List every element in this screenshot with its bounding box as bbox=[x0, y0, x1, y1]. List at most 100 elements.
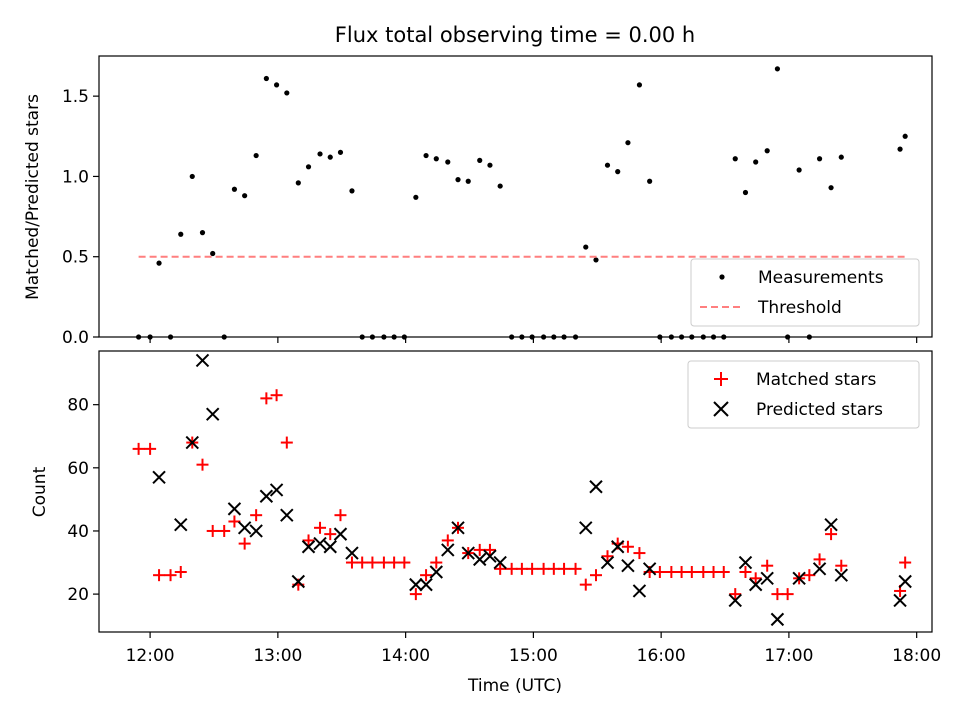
measurement-point bbox=[796, 167, 802, 173]
measurement-point bbox=[317, 151, 323, 157]
matched-stars-point bbox=[825, 528, 838, 541]
y-tick-label: 0.5 bbox=[62, 248, 89, 268]
matched-stars-point bbox=[505, 562, 518, 575]
predicted-stars-point bbox=[451, 521, 465, 535]
predicted-stars-point bbox=[429, 565, 443, 579]
predicted-stars-point bbox=[738, 555, 753, 570]
measurement-point bbox=[902, 133, 908, 139]
measurement-point bbox=[465, 178, 471, 184]
matched-stars-point bbox=[707, 566, 720, 579]
predicted-stars-point bbox=[280, 508, 294, 522]
matched-stars-point bbox=[558, 562, 571, 575]
matched-stars-point bbox=[697, 566, 710, 579]
matched-stars-point bbox=[835, 559, 848, 572]
measurement-point bbox=[413, 194, 419, 200]
predicted-stars-point bbox=[589, 480, 603, 494]
predicted-stars-point bbox=[812, 562, 827, 576]
y-tick-label: 60 bbox=[67, 459, 89, 479]
predicted-stars-point bbox=[632, 584, 647, 598]
matched-stars-point bbox=[238, 537, 251, 550]
matched-stars-point bbox=[302, 534, 315, 547]
predicted-stars-point bbox=[313, 536, 327, 551]
measurement-point bbox=[615, 169, 621, 175]
measurement-point bbox=[337, 149, 344, 155]
matched-stars-point bbox=[218, 524, 231, 537]
predicted-stars-point bbox=[301, 540, 316, 554]
predicted-stars-point bbox=[323, 540, 337, 554]
predicted-stars-point bbox=[185, 435, 199, 450]
matched-stars-point bbox=[494, 562, 507, 575]
x-tick-label: 17:00 bbox=[764, 646, 813, 666]
measurement-point bbox=[753, 159, 759, 165]
count-axes-frame bbox=[98, 350, 933, 633]
predicted-stars-point bbox=[333, 527, 348, 541]
matched-stars-point bbox=[537, 562, 550, 575]
matched-stars-point bbox=[781, 588, 794, 601]
predicted-stars-point bbox=[441, 543, 455, 557]
x-tick-label: 18:00 bbox=[892, 646, 941, 666]
matched-stars-point bbox=[430, 556, 443, 569]
matched-stars-point bbox=[153, 569, 166, 582]
measurement-point bbox=[497, 183, 503, 189]
matched-stars-point bbox=[579, 578, 592, 591]
matched-stars-point bbox=[314, 521, 327, 534]
predicted-stars-point bbox=[824, 517, 838, 532]
matched-stars-point bbox=[280, 436, 293, 449]
y-tick-label: 0.0 bbox=[62, 328, 89, 348]
x-tick-label: 14:00 bbox=[381, 646, 430, 666]
measurement-point bbox=[774, 66, 781, 72]
predicted-stars-point bbox=[792, 571, 806, 586]
predicted-stars-point bbox=[600, 555, 615, 570]
measurement-point bbox=[764, 148, 770, 154]
measurement-point bbox=[242, 193, 248, 199]
predicted-stars-point bbox=[227, 502, 242, 516]
measurement-point bbox=[816, 156, 823, 162]
predicted-stars-point bbox=[834, 568, 848, 582]
measurement-point bbox=[284, 90, 290, 96]
matched-stars-point bbox=[270, 389, 283, 402]
measurement-point bbox=[636, 82, 643, 88]
measurement-point bbox=[742, 189, 749, 196]
measurement-point bbox=[178, 231, 184, 237]
matched-stars-point bbox=[398, 556, 411, 569]
predicted-stars-point bbox=[152, 470, 166, 484]
ratio-panel: 0.0 0.5 1.0 1.5 Matched/Predicted stars Mea… bbox=[23, 55, 933, 348]
ratio-legend-box bbox=[690, 258, 920, 327]
measurement-point bbox=[253, 152, 259, 159]
predicted-stars-point bbox=[195, 353, 210, 368]
y-tick-label: 20 bbox=[67, 585, 89, 605]
matched-stars-point bbox=[685, 566, 698, 579]
predicted-stars-point bbox=[642, 562, 657, 576]
measurement-point bbox=[423, 152, 429, 159]
measurement-point bbox=[295, 180, 301, 186]
measurement-point bbox=[189, 173, 195, 180]
matched-stars-point bbox=[803, 569, 816, 582]
matched-stars-point bbox=[196, 458, 209, 471]
predicted-stars-point bbox=[345, 546, 359, 560]
matched-stars-point bbox=[345, 556, 358, 569]
count-legend-box bbox=[687, 360, 920, 429]
legend-label-predicted: Predicted stars bbox=[756, 400, 883, 420]
matched-stars-point bbox=[144, 442, 157, 455]
x-tick-label: 13:00 bbox=[253, 646, 302, 666]
measurement-point bbox=[305, 164, 312, 170]
count-plot-area bbox=[132, 353, 912, 627]
matched-stars-point bbox=[761, 559, 774, 572]
measurement-point bbox=[838, 154, 844, 160]
predicted-stars-point bbox=[893, 593, 907, 608]
predicted-stars-point bbox=[291, 574, 306, 589]
matched-stars-point bbox=[621, 540, 634, 553]
y-tick-label: 1.0 bbox=[62, 167, 89, 187]
predicted-stars-point bbox=[728, 593, 742, 608]
matched-stars-point bbox=[653, 566, 666, 579]
legend-marker-measurements bbox=[719, 274, 725, 280]
predicted-stars-point bbox=[493, 555, 507, 570]
matched-stars-point bbox=[526, 562, 539, 575]
predicted-stars-point bbox=[419, 577, 433, 592]
x-axis-label: Time (UTC) bbox=[467, 676, 562, 696]
measurement-point bbox=[263, 75, 269, 82]
matched-stars-point bbox=[441, 534, 454, 547]
matched-stars-point bbox=[377, 556, 390, 569]
y-tick-label: 40 bbox=[67, 522, 89, 542]
